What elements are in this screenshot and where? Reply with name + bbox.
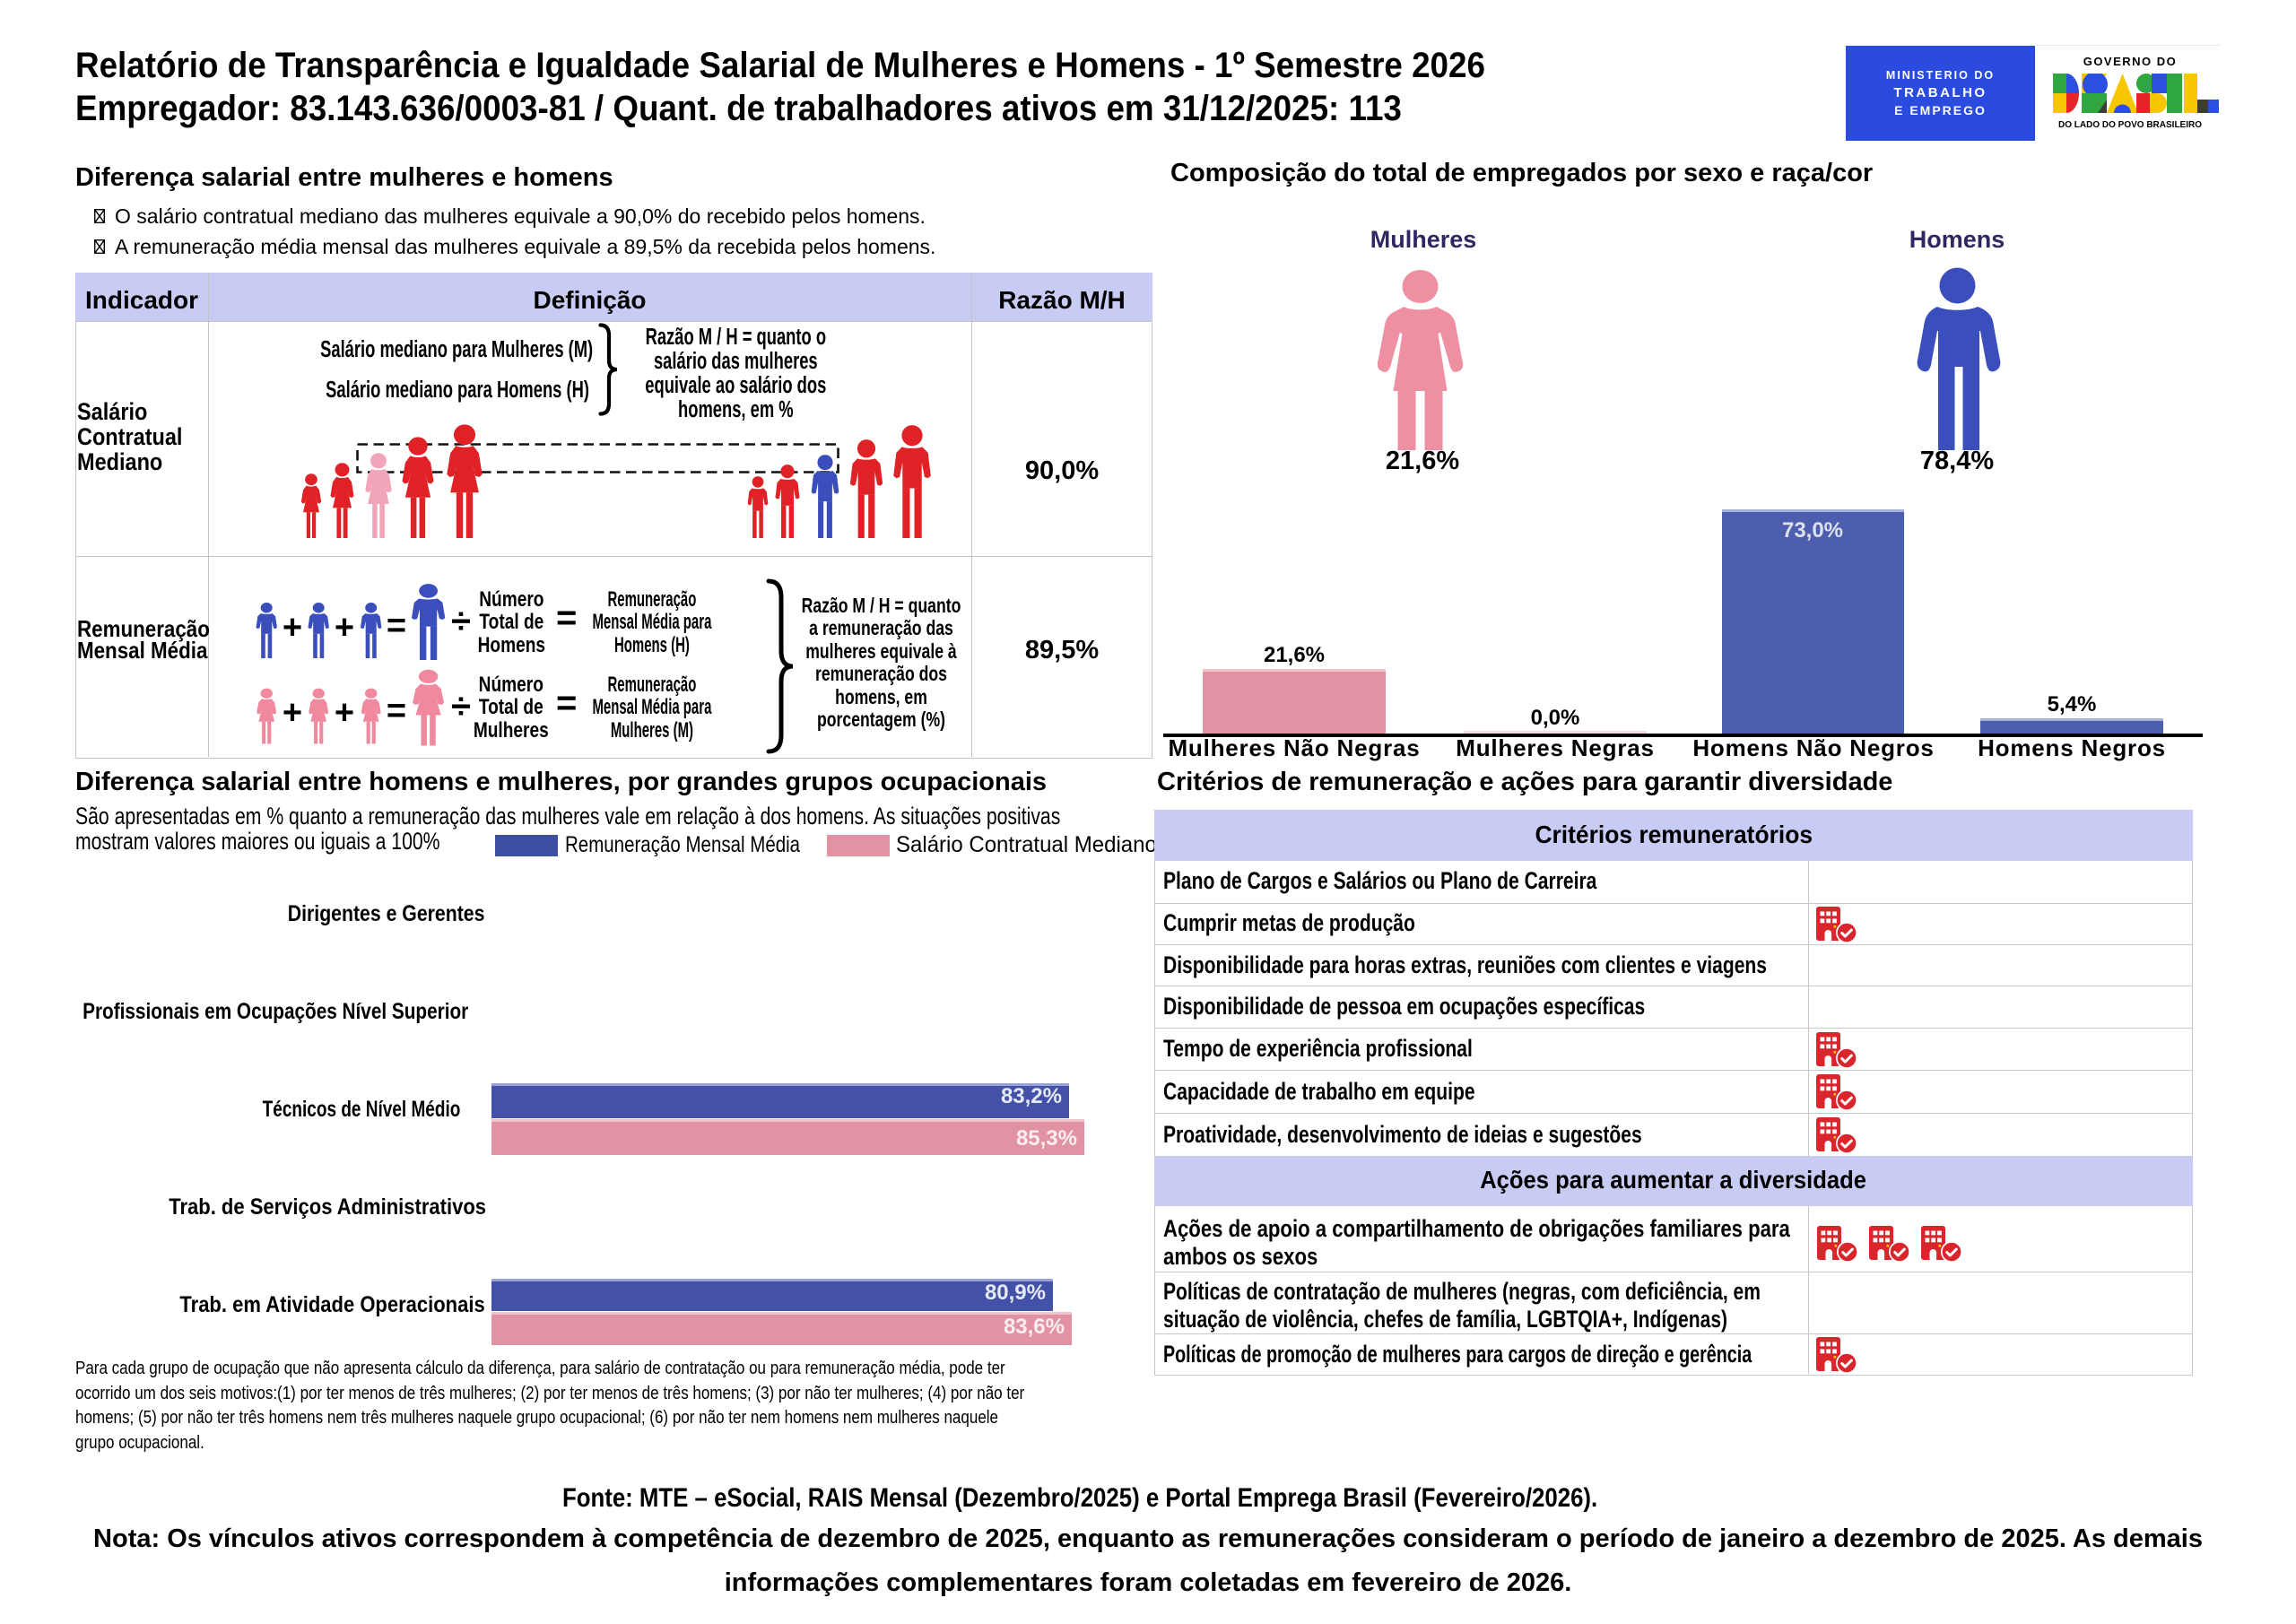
svg-text:+: + bbox=[335, 694, 354, 732]
svg-text:=: = bbox=[387, 692, 406, 730]
svg-text:+: + bbox=[283, 694, 302, 732]
svg-text:=: = bbox=[387, 607, 406, 645]
svg-text:+: + bbox=[283, 609, 302, 647]
svg-text:+: + bbox=[335, 609, 354, 647]
